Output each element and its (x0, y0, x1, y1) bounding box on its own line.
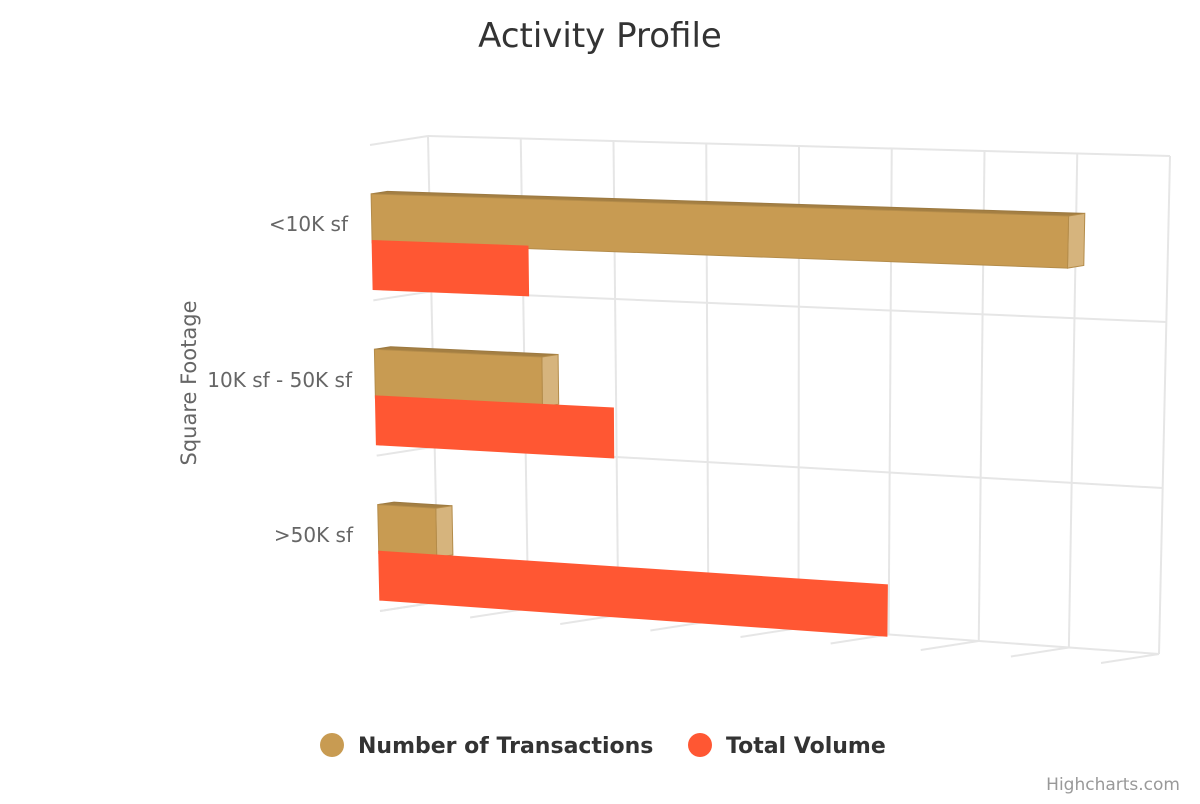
legend-marker[interactable] (688, 733, 712, 757)
legend-label[interactable]: Total Volume (726, 734, 886, 759)
gridline-side (376, 445, 435, 457)
gridline-side (373, 290, 432, 302)
gridline-floor (920, 640, 979, 651)
gridline-horizontal (431, 290, 1167, 323)
category-labels: <10K sf 10K sf - 50K sf >50K sf (207, 212, 354, 547)
bar-front-face (378, 550, 888, 637)
legend-item[interactable]: Number of Transactions (320, 733, 653, 759)
bar-end-face (1066, 212, 1086, 269)
credits-link[interactable]: Highcharts.com (1046, 775, 1180, 795)
gridline-floor (1010, 646, 1070, 658)
gridline-floor (1100, 653, 1160, 664)
bar-end-face (435, 505, 454, 558)
bar-front-face (377, 504, 438, 558)
bar-transactions (377, 501, 454, 558)
bar-volume (378, 550, 888, 637)
category-label: 10K sf - 50K sf (207, 368, 353, 392)
chart-title: Activity Profile (478, 16, 722, 56)
gridline-horizontal (427, 135, 1171, 157)
bar-volume (374, 395, 615, 459)
bar-transactions (373, 346, 560, 408)
bar-volume (371, 239, 530, 297)
gridline-side (369, 135, 429, 146)
category-label: >50K sf (274, 523, 354, 547)
bar-front-face (371, 239, 530, 297)
bar-transactions (370, 190, 1086, 269)
legend-label[interactable]: Number of Transactions (358, 734, 653, 759)
category-label: <10K sf (269, 212, 349, 236)
bar-front-face (370, 193, 1070, 269)
legend: Number of Transactions Total Volume (320, 733, 886, 759)
y-axis-title: Square Footage (177, 301, 201, 466)
bar-end-face (541, 353, 560, 408)
legend-marker[interactable] (320, 733, 344, 757)
legend-item[interactable]: Total Volume (688, 733, 886, 759)
bar-front-face (374, 395, 615, 459)
bars (370, 190, 1086, 637)
gridline-vertical (1158, 155, 1171, 655)
